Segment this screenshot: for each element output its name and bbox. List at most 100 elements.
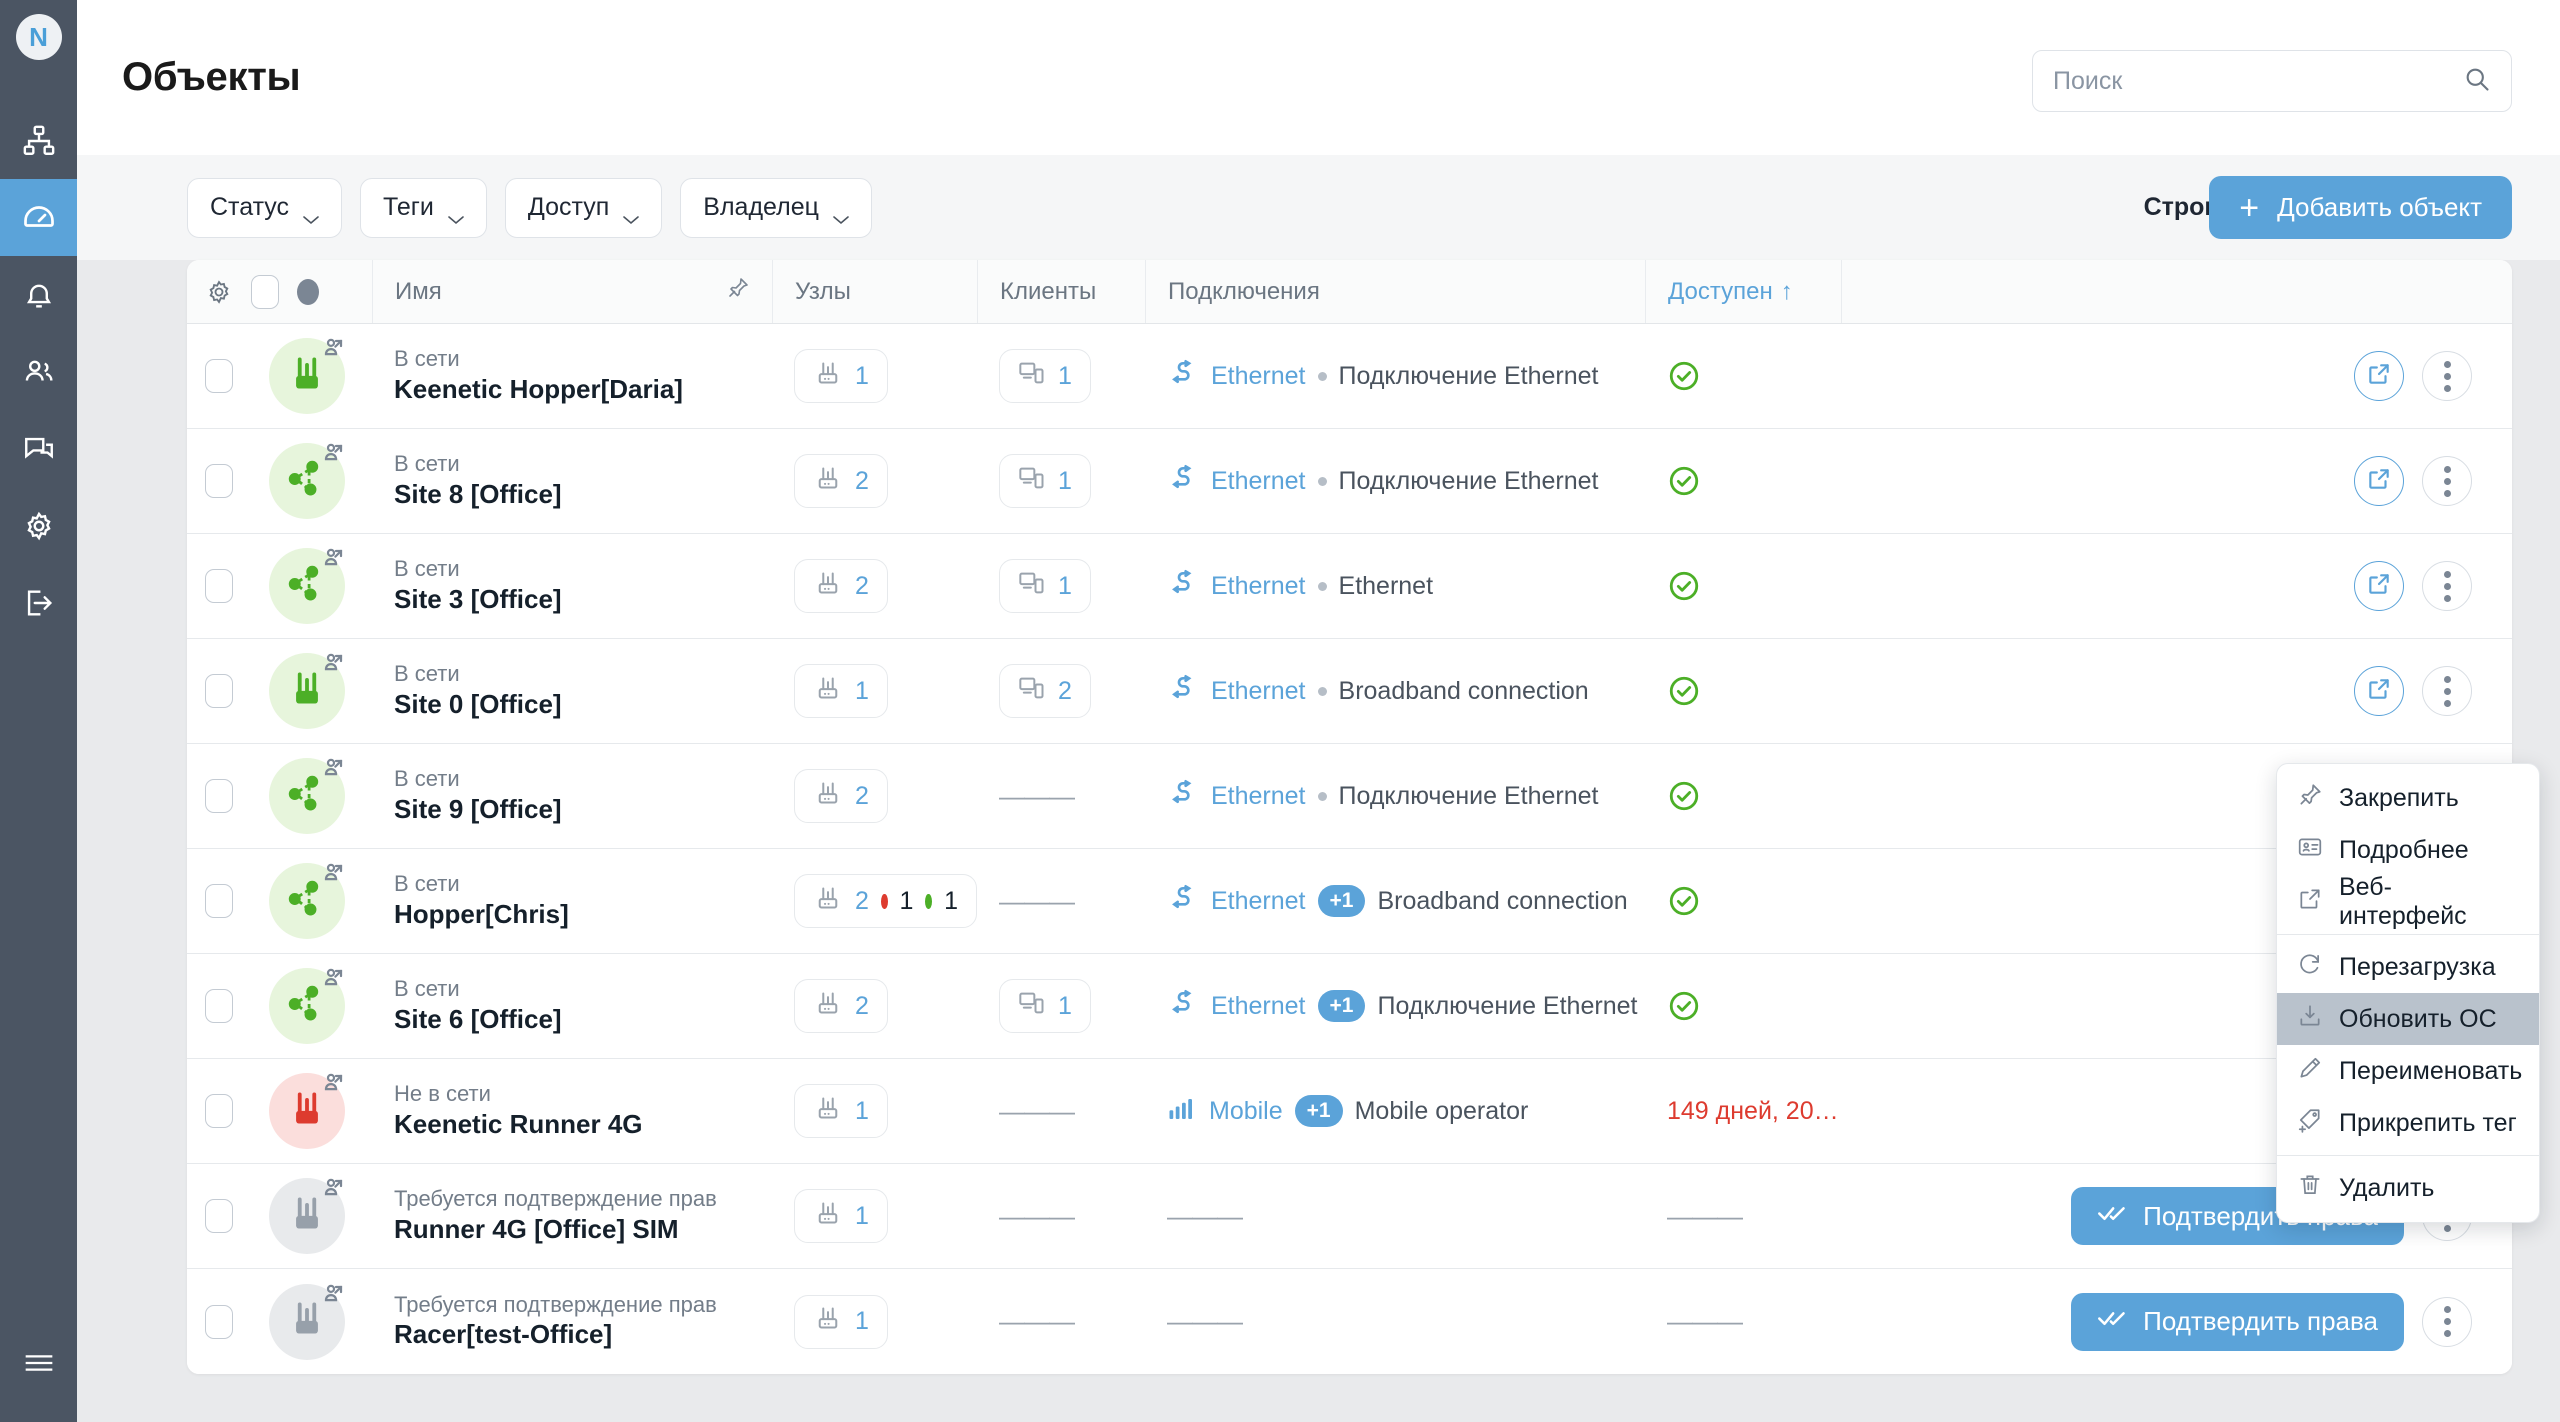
row-checkbox[interactable]: [205, 359, 233, 393]
context-menu-item[interactable]: Переименовать: [2277, 1045, 2539, 1097]
sidebar-item-users[interactable]: [0, 333, 77, 410]
filter-chip-tags[interactable]: Теги: [360, 177, 487, 238]
connection-link[interactable]: Mobile: [1209, 1096, 1283, 1125]
connection-link[interactable]: Ethernet: [1211, 571, 1306, 600]
sidebar-item-logout[interactable]: [0, 564, 77, 641]
search-box[interactable]: [2032, 50, 2512, 112]
context-menu-item[interactable]: Подробнее: [2277, 824, 2539, 876]
row-menu-button[interactable]: [2422, 561, 2472, 611]
header-available-cell[interactable]: Доступен ↑: [1645, 260, 1841, 323]
context-menu-item[interactable]: Перезагрузка: [2277, 941, 2539, 993]
row-name-cell[interactable]: В сети Keenetic Hopper[Daria]: [372, 324, 772, 428]
row-menu-button[interactable]: [2422, 351, 2472, 401]
row-checkbox[interactable]: [205, 1094, 233, 1128]
connection-link[interactable]: Ethernet: [1211, 781, 1306, 810]
open-web-interface-button[interactable]: [2354, 561, 2404, 611]
row-menu-button[interactable]: [2422, 456, 2472, 506]
nodes-badge[interactable]: 1: [794, 664, 888, 718]
connections-overflow-badge[interactable]: +1: [1317, 885, 1366, 917]
table-row[interactable]: В сети Site 0 [Office] 1 2 Ethernet Broa…: [187, 639, 2512, 744]
nodes-badge[interactable]: 2: [794, 979, 888, 1033]
header-clients-cell[interactable]: Клиенты: [977, 260, 1145, 323]
row-name-cell[interactable]: В сети Hopper[Chris]: [372, 849, 772, 953]
add-object-button[interactable]: + Добавить объект: [2209, 176, 2512, 239]
row-menu-button[interactable]: [2422, 666, 2472, 716]
open-web-interface-button[interactable]: [2354, 666, 2404, 716]
row-name-cell[interactable]: Не в сети Keenetic Runner 4G: [372, 1059, 772, 1163]
nodes-badge[interactable]: 1: [794, 1084, 888, 1138]
row-checkbox[interactable]: [205, 989, 233, 1023]
row-name-cell[interactable]: В сети Site 0 [Office]: [372, 639, 772, 743]
row-name-cell[interactable]: В сети Site 3 [Office]: [372, 534, 772, 638]
row-clients-cell: ———: [977, 1164, 1145, 1268]
confirm-rights-button[interactable]: Подтвердить права: [2071, 1292, 2404, 1351]
connection-link[interactable]: Ethernet: [1211, 361, 1306, 390]
nodes-badge[interactable]: 2: [794, 454, 888, 508]
table-row[interactable]: Не в сети Keenetic Runner 4G 1 ——— Mobil…: [187, 1059, 2512, 1164]
clients-badge[interactable]: 1: [999, 559, 1091, 613]
table-row[interactable]: В сети Keenetic Hopper[Daria] 1 1 Ethern…: [187, 324, 2512, 429]
sidebar-item-objects[interactable]: [0, 179, 77, 256]
sidebar-item-alerts[interactable]: [0, 256, 77, 333]
table-row[interactable]: Требуется подтверждение прав Runner 4G […: [187, 1164, 2512, 1269]
row-name-cell[interactable]: Требуется подтверждение прав Runner 4G […: [372, 1164, 772, 1268]
pin-icon[interactable]: [726, 276, 750, 307]
row-name-cell[interactable]: В сети Site 8 [Office]: [372, 429, 772, 533]
row-checkbox[interactable]: [205, 464, 233, 498]
table-row[interactable]: В сети Site 9 [Office] 2 ——— Ethernet По…: [187, 744, 2512, 849]
row-name-cell[interactable]: В сети Site 9 [Office]: [372, 744, 772, 848]
header-name-cell[interactable]: Имя: [372, 260, 772, 323]
nodes-badge[interactable]: 2 1 1: [794, 874, 977, 928]
connection-link[interactable]: Ethernet: [1211, 886, 1306, 915]
context-menu-item[interactable]: Прикрепить тег: [2277, 1097, 2539, 1149]
filter-chip-owner[interactable]: Владелец: [680, 177, 872, 238]
table-row[interactable]: В сети Hopper[Chris] 2 1 1 ——— Ethernet +1…: [187, 849, 2512, 954]
table-row[interactable]: В сети Site 6 [Office] 2 1 Ethernet +1 П…: [187, 954, 2512, 1059]
table-row[interactable]: В сети Site 3 [Office] 2 1 Ethernet Ethe…: [187, 534, 2512, 639]
nodes-badge[interactable]: 2: [794, 559, 888, 613]
row-menu-button[interactable]: [2422, 1296, 2472, 1347]
context-menu-item[interactable]: Веб-интерфейс: [2277, 873, 2539, 930]
header-connections-cell[interactable]: Подключения: [1145, 260, 1645, 323]
clients-badge[interactable]: 1: [999, 454, 1091, 508]
sidebar-item-settings[interactable]: [0, 487, 77, 564]
row-checkbox[interactable]: [205, 779, 233, 813]
sidebar-item-topology[interactable]: [0, 102, 77, 179]
clients-badge[interactable]: 1: [999, 349, 1091, 403]
search-icon[interactable]: [2463, 65, 2491, 98]
filter-chip-access[interactable]: Доступ: [504, 177, 663, 238]
nodes-badge[interactable]: 1: [794, 1189, 888, 1243]
sidebar-item-messages[interactable]: [0, 410, 77, 487]
open-web-interface-button[interactable]: [2354, 456, 2404, 506]
row-checkbox[interactable]: [205, 884, 233, 918]
table-row[interactable]: Требуется подтверждение прав Racer[test-…: [187, 1269, 2512, 1374]
row-checkbox[interactable]: [205, 569, 233, 603]
nodes-badge[interactable]: 1: [794, 1294, 888, 1349]
sidebar-collapse-button[interactable]: [0, 1351, 77, 1380]
header-nodes-cell[interactable]: Узлы: [772, 260, 977, 323]
nodes-badge[interactable]: 2: [794, 769, 888, 823]
connections-overflow-badge[interactable]: +1: [1317, 990, 1366, 1022]
row-checkbox[interactable]: [205, 1199, 233, 1233]
clients-badge[interactable]: 1: [999, 979, 1091, 1033]
connections-overflow-badge[interactable]: +1: [1294, 1095, 1343, 1127]
context-menu-item[interactable]: Закрепить: [2277, 772, 2539, 824]
connection-link[interactable]: Ethernet: [1211, 991, 1306, 1020]
gear-icon[interactable]: [205, 278, 233, 306]
clients-badge[interactable]: 2: [999, 664, 1091, 718]
row-name-cell[interactable]: Требуется подтверждение прав Racer[test-…: [372, 1269, 772, 1374]
connection-link[interactable]: Ethernet: [1211, 676, 1306, 705]
table-row[interactable]: В сети Site 8 [Office] 2 1 Ethernet Подк…: [187, 429, 2512, 534]
row-name-cell[interactable]: В сети Site 6 [Office]: [372, 954, 772, 1058]
row-checkbox[interactable]: [205, 1304, 233, 1339]
status-filter-dot[interactable]: [297, 278, 319, 305]
search-input[interactable]: [2053, 66, 2463, 96]
context-menu-item[interactable]: Обновить ОС: [2277, 993, 2539, 1045]
row-checkbox[interactable]: [205, 674, 233, 708]
connection-link[interactable]: Ethernet: [1211, 466, 1306, 495]
filter-chip-status[interactable]: Статус: [187, 177, 343, 238]
context-menu-item[interactable]: Удалить: [2277, 1162, 2539, 1214]
select-all-checkbox[interactable]: [251, 274, 279, 309]
nodes-badge[interactable]: 1: [794, 349, 888, 403]
open-web-interface-button[interactable]: [2354, 351, 2404, 401]
